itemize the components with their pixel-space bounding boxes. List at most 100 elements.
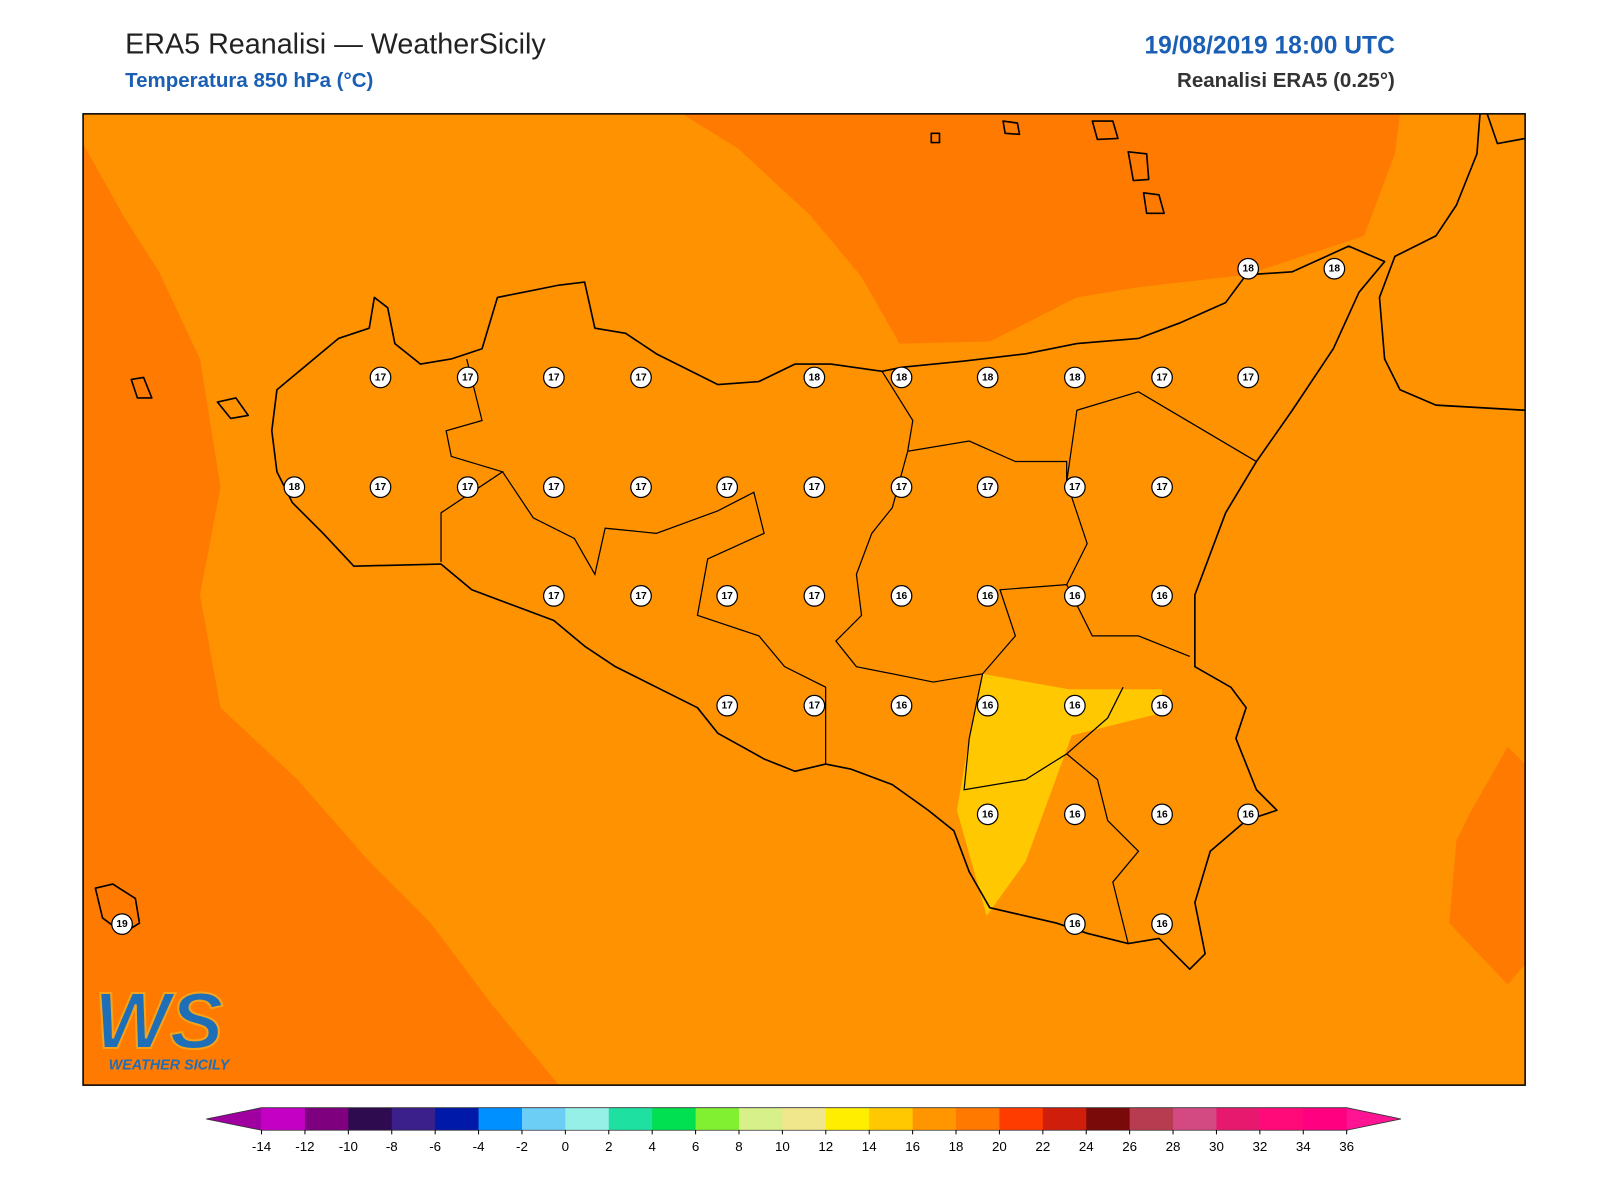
colorbar-tick-label: 30 — [1209, 1139, 1224, 1154]
station-marker — [1151, 913, 1173, 935]
station-value: 17 — [635, 372, 647, 383]
colorbar-tick-label: -10 — [339, 1139, 358, 1154]
colorbar-tick-label: 2 — [605, 1139, 612, 1154]
station: 16 — [976, 585, 999, 607]
station: 16 — [976, 803, 999, 826]
station-value: 19 — [116, 919, 128, 930]
station-marker — [369, 476, 392, 499]
station: 17 — [542, 585, 565, 607]
colorbar-tick-label: 36 — [1339, 1139, 1354, 1154]
station-value: 16 — [1069, 701, 1081, 712]
station-value: 17 — [809, 701, 821, 712]
station-value: 17 — [1243, 372, 1255, 383]
colorbar-bin — [782, 1107, 827, 1131]
colorbar-bin — [304, 1107, 349, 1131]
colorbar-tick-label: 6 — [692, 1139, 699, 1154]
islands — [94, 120, 1165, 935]
station-value: 16 — [1069, 809, 1081, 820]
station: 17 — [542, 366, 565, 389]
station-value: 18 — [289, 482, 301, 493]
logo: WS WEATHER SICILY — [93, 975, 231, 1074]
station-marker — [1063, 803, 1086, 826]
calabria-coast — [1378, 113, 1526, 412]
station-marker — [542, 366, 565, 389]
station-value: 17 — [548, 591, 560, 602]
station-marker — [1151, 476, 1173, 499]
colorbar-bin — [1129, 1107, 1174, 1131]
station-marker — [456, 366, 479, 389]
station-marker — [1237, 803, 1260, 826]
station-value: 17 — [809, 591, 821, 602]
station-marker — [716, 585, 739, 607]
station-value: 18 — [982, 372, 994, 383]
station-value: 16 — [982, 809, 994, 820]
colorbar-bin — [1042, 1107, 1087, 1131]
station-value: 16 — [982, 701, 994, 712]
station-marker — [1151, 694, 1173, 717]
station: 16 — [1151, 694, 1173, 717]
station-value: 17 — [548, 482, 560, 493]
colorbar-bin — [478, 1107, 523, 1131]
field-18-20 — [1449, 746, 1526, 985]
station-value: 17 — [1156, 482, 1168, 493]
station-marker — [1237, 257, 1260, 280]
station: 16 — [1151, 803, 1173, 826]
station: 17 — [803, 585, 826, 607]
station-marker — [890, 366, 913, 389]
station-value: 17 — [462, 372, 474, 383]
colorbar-bin — [1259, 1107, 1304, 1131]
colorbar-tick-label: 24 — [1079, 1139, 1094, 1154]
station: 17 — [630, 366, 652, 389]
colorbar-under — [206, 1107, 262, 1131]
station: 17 — [456, 366, 479, 389]
colorbar-bin — [695, 1107, 740, 1131]
station: 16 — [1063, 694, 1086, 717]
station-marker — [630, 585, 652, 607]
station-value: 17 — [635, 482, 647, 493]
colorbar-bin — [1086, 1107, 1131, 1131]
station-value: 16 — [1156, 919, 1168, 930]
colorbar-bin — [521, 1107, 566, 1131]
station: 17 — [890, 476, 913, 499]
stations: 18 18 17 17 17 17 18 18 18 18 17 17 18 17 17 17 17 17 17 17… — [111, 257, 1346, 935]
station-value: 17 — [982, 482, 994, 493]
station: 17 — [716, 585, 739, 607]
colorbar-tick-label: -6 — [429, 1139, 441, 1154]
station: 16 — [1063, 913, 1086, 935]
station-marker — [1151, 803, 1173, 826]
station: 16 — [1063, 803, 1086, 826]
station: 17 — [1063, 476, 1086, 499]
station-marker — [1063, 476, 1086, 499]
station-value: 16 — [1156, 701, 1168, 712]
colorbar-over — [1346, 1107, 1402, 1131]
colorbar-tick-label: 34 — [1296, 1139, 1311, 1154]
logo-text: WEATHER SICILY — [109, 1058, 231, 1074]
source: Reanalisi ERA5 (0.25°) — [1177, 69, 1395, 92]
colorbar-bin — [435, 1107, 480, 1131]
colorbar-tick-label: -14 — [252, 1139, 272, 1154]
station-marker — [1237, 366, 1260, 389]
station-marker — [1151, 585, 1173, 607]
colorbar-bin — [565, 1107, 610, 1131]
station-value: 16 — [1243, 809, 1255, 820]
station-marker — [456, 476, 479, 499]
station: 17 — [976, 476, 999, 499]
colorbar-tick-label: -2 — [516, 1139, 528, 1154]
station: 19 — [111, 913, 133, 935]
station-marker — [369, 366, 392, 389]
station-marker — [890, 476, 913, 499]
colorbar-tick-label: -12 — [295, 1139, 314, 1154]
station: 17 — [630, 585, 652, 607]
station-marker — [976, 694, 999, 717]
station-marker — [803, 585, 826, 607]
colorbar-tick-label: 16 — [905, 1139, 920, 1154]
station-marker — [111, 913, 133, 935]
colorbar-bin — [348, 1107, 393, 1131]
station-marker — [976, 585, 999, 607]
colorbar-bin — [652, 1107, 697, 1131]
station: 17 — [369, 366, 392, 389]
colorbar-tick-label: -4 — [473, 1139, 485, 1154]
station: 18 — [976, 366, 999, 389]
station: 18 — [1063, 366, 1086, 389]
